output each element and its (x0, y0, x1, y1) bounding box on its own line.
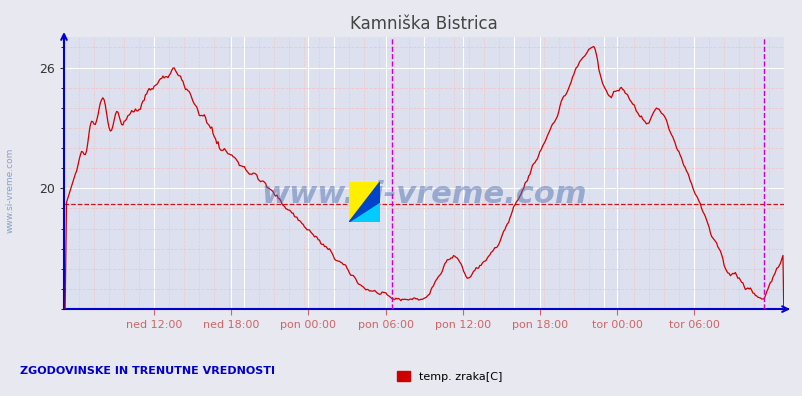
Polygon shape (349, 202, 379, 222)
Text: www.si-vreme.com: www.si-vreme.com (5, 147, 14, 233)
Text: ZGODOVINSKE IN TRENUTNE VREDNOSTI: ZGODOVINSKE IN TRENUTNE VREDNOSTI (20, 366, 275, 376)
Polygon shape (349, 182, 379, 222)
Title: Kamniška Bistrica: Kamniška Bistrica (350, 15, 497, 33)
Legend: temp. zraka[C]: temp. zraka[C] (392, 367, 506, 386)
Text: www.si-vreme.com: www.si-vreme.com (261, 181, 586, 209)
Polygon shape (349, 182, 379, 222)
